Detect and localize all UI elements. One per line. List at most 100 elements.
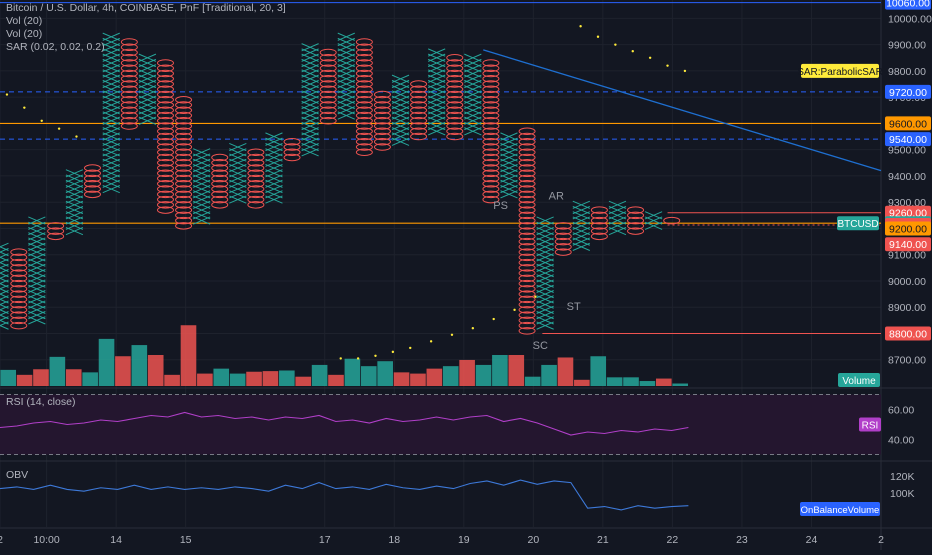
pnf-o-box [120, 75, 138, 83]
pnf-o-box [120, 106, 138, 115]
pnf-o-box [156, 174, 174, 183]
sar-dot [409, 346, 412, 350]
symbol-tag: BTCUSD [837, 219, 878, 230]
pnf-o-column [319, 48, 337, 125]
pnf-o-box [482, 143, 500, 151]
pnf-x-box [0, 304, 9, 309]
price-level-tag-bg [885, 132, 931, 147]
price-tick-label: 9800.00 [888, 66, 926, 78]
pnf-o-box [120, 122, 138, 130]
pnf-o-box [175, 195, 193, 204]
pnf-o-box [319, 64, 337, 73]
pnf-o-box [156, 64, 174, 73]
pnf-o-box [482, 169, 500, 178]
pnf-o-box [10, 311, 28, 319]
volume-bar [623, 377, 639, 386]
pnf-o-box [518, 264, 536, 272]
pnf-o-box [518, 316, 536, 325]
pnf-o-box [410, 80, 428, 88]
pnf-o-column [10, 248, 28, 330]
pnf-o-column [482, 59, 500, 204]
chart-title[interactable]: Bitcoin / U.S. Dollar, 4h, COINBASE, PnF… [6, 2, 286, 14]
pnf-o-box [355, 101, 373, 109]
volume-bar [492, 355, 508, 386]
rsi-tick-label: 40.00 [888, 435, 914, 447]
pnf-o-box [518, 327, 536, 335]
pnf-o-box [211, 159, 229, 167]
volume-bar [0, 369, 17, 386]
pnf-x-box [192, 148, 211, 157]
pnf-o-box [156, 148, 174, 157]
pnf-o-box [319, 101, 337, 109]
pnf-o-box [355, 75, 373, 83]
pnf-o-box [83, 169, 101, 178]
pnf-o-box [283, 138, 301, 146]
pnf-o-box [373, 96, 391, 104]
pnf-o-column [175, 96, 193, 230]
indicator-sar[interactable]: SAR (0.02, 0.02, 0.2) [6, 41, 105, 53]
pnf-x-box [0, 288, 9, 293]
volume-bar [279, 370, 295, 386]
pnf-o-box [373, 101, 391, 109]
pnf-o-box [355, 54, 373, 62]
pnf-o-box [355, 69, 373, 78]
pnf-o-box [175, 127, 193, 136]
pnf-o-box [518, 274, 536, 283]
pnf-o-box [554, 237, 572, 246]
pnf-o-box [211, 185, 229, 193]
pnf-x-box [102, 32, 120, 41]
pnf-o-box [482, 80, 500, 88]
rsi-pane-label[interactable]: RSI (14, close) [6, 396, 76, 408]
pnf-o-box [518, 290, 536, 298]
pnf-o-column [446, 54, 464, 141]
pnf-o-box [518, 258, 536, 267]
obv-pane-label[interactable]: OBV [6, 469, 29, 481]
pnf-o-box [373, 138, 391, 146]
indicator-vol-1[interactable]: Vol (20) [6, 15, 43, 27]
pnf-o-box [175, 180, 193, 188]
obv-tag-bg [800, 502, 880, 516]
pnf-o-box [446, 59, 464, 67]
pnf-o-box [156, 111, 174, 120]
pnf-o-box [10, 285, 28, 293]
indicator-vol-2[interactable]: Vol (20) [6, 28, 43, 40]
pnf-o-box [355, 117, 373, 125]
pnf-o-box [211, 180, 229, 188]
pnf-o-box [47, 222, 65, 230]
pnf-x-box [464, 53, 482, 62]
pnf-o-box [120, 117, 138, 125]
pnf-o-box [518, 237, 536, 246]
pnf-o-column [627, 206, 645, 235]
pnf-o-box [518, 300, 536, 309]
pnf-o-box [590, 222, 608, 230]
pnf-o-box [10, 300, 28, 309]
pnf-o-box [120, 101, 138, 109]
sar-dot [666, 64, 669, 67]
price-level-tag: 9200.00 [889, 223, 927, 235]
pnf-o-box [482, 101, 500, 109]
pnf-o-box [518, 190, 536, 199]
pnf-o-box [247, 159, 265, 167]
volume-bar [262, 371, 279, 386]
pnf-o-box [10, 306, 28, 314]
sar-dot [339, 357, 342, 360]
volume-bar [360, 366, 377, 386]
pnf-x-box [500, 132, 518, 141]
pnf-o-box [554, 248, 572, 256]
pnf-o-box [156, 143, 174, 151]
pnf-o-box [156, 90, 174, 99]
price-level-tag-bg [885, 221, 931, 236]
pnf-x-column [65, 169, 84, 236]
pnf-o-column [120, 38, 138, 130]
pnf-x-box [0, 319, 9, 325]
pnf-o-box [482, 117, 500, 125]
pnf-o-box [373, 90, 391, 99]
pnf-o-box [319, 69, 337, 78]
wyckoff-annotation: ST [567, 301, 581, 313]
pnf-o-box [83, 190, 101, 199]
pnf-o-box [355, 64, 373, 73]
pnf-o-box [120, 64, 138, 73]
pnf-o-box [156, 132, 174, 141]
